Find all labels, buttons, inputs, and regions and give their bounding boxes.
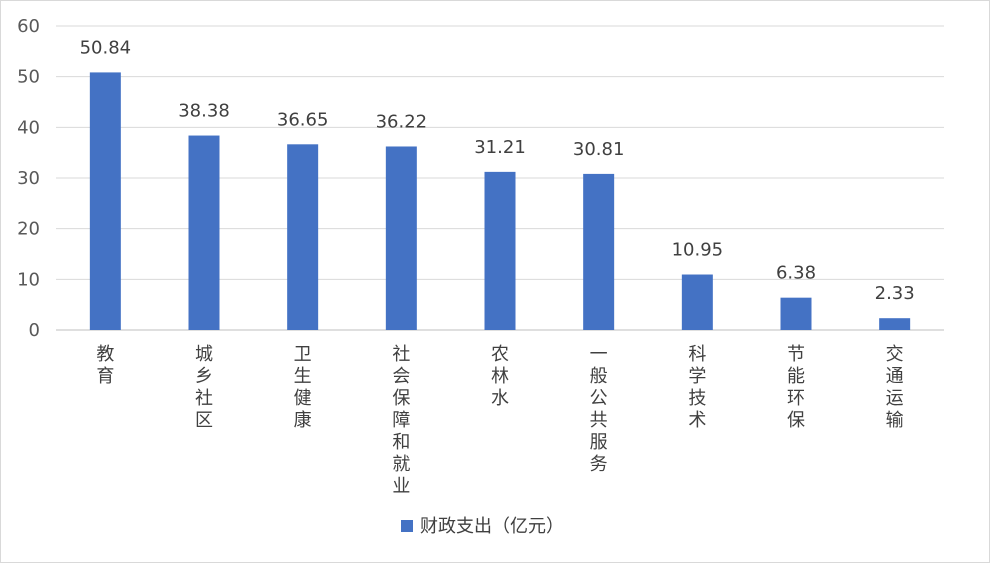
data-label: 50.84 [80,37,132,58]
x-category-label: 卫生健康 [294,344,312,431]
x-category-label: 科学技术 [688,344,706,431]
bar [681,274,713,330]
bar [484,171,516,330]
bar [583,173,615,330]
y-tick-label: 50 [17,67,40,88]
bar [287,144,319,330]
data-label: 38.38 [178,101,230,122]
x-category-label: 节能环保 [787,344,805,431]
data-label: 36.65 [277,109,329,130]
data-label: 30.81 [573,139,625,160]
x-category-label: 社会保障和就业 [392,344,410,497]
bar [879,318,911,330]
y-tick-label: 30 [17,168,40,189]
legend-swatch [401,520,413,532]
x-category-label: 一般公共服务 [590,344,608,475]
data-label: 31.21 [474,137,526,158]
data-label: 2.33 [875,283,915,304]
bar [188,135,220,330]
y-tick-label: 0 [29,320,40,341]
y-tick-label: 60 [17,16,40,37]
y-tick-label: 20 [17,219,40,240]
data-label: 36.22 [376,111,428,132]
x-category-label: 城乡社区 [195,344,213,431]
x-category-label: 交通运输 [886,344,904,431]
data-label: 6.38 [776,263,816,284]
x-category-label: 教育 [96,344,114,387]
bar [89,72,121,330]
x-category-label: 农林水 [491,344,509,409]
y-tick-label: 10 [17,269,40,290]
bar [780,297,812,330]
legend-label: 财政支出（亿元） [420,516,564,537]
y-tick-label: 40 [17,117,40,138]
data-label: 10.95 [672,240,724,261]
bar [385,146,417,330]
